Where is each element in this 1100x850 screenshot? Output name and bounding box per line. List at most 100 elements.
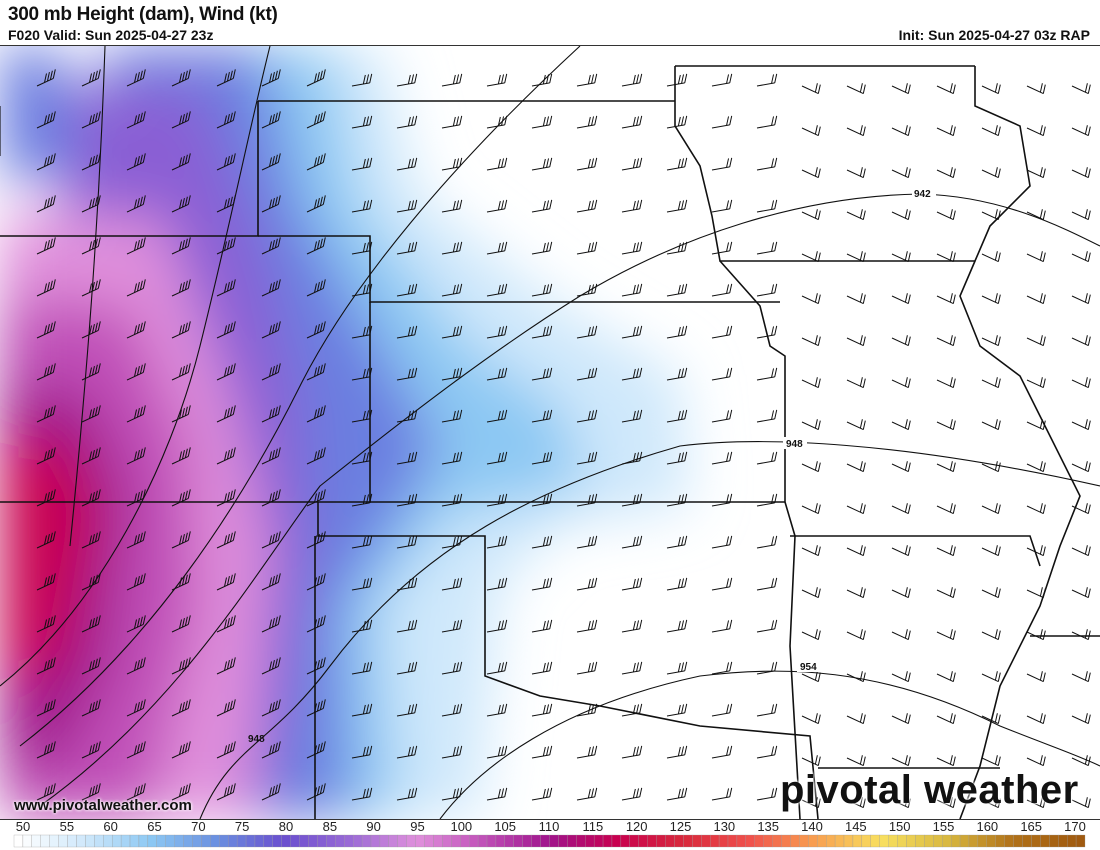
wind-barb (936, 125, 956, 137)
colorbar-swatch (192, 834, 202, 848)
wind-barb (1071, 83, 1091, 95)
wind-barb (801, 629, 821, 641)
wind-barb (846, 83, 866, 95)
wind-barb (531, 493, 553, 507)
wind-barb (666, 409, 688, 423)
wind-barb (576, 745, 598, 759)
wind-barb (396, 577, 418, 591)
wind-barb (666, 367, 688, 381)
colorbar-swatch (674, 834, 684, 848)
colorbar-swatch (915, 834, 925, 848)
wind-barb (531, 745, 553, 759)
wind-barb (396, 535, 418, 549)
weather-map[interactable]: 942 948 948 954 (0, 45, 1100, 820)
colorbar-swatch (138, 834, 149, 848)
colorbar-swatch (710, 834, 720, 848)
wind-barb (351, 745, 373, 759)
wind-barb (216, 363, 236, 381)
wind-barb (576, 367, 598, 381)
wind-barb (36, 489, 56, 507)
wind-barb (801, 797, 821, 809)
wind-barb (126, 195, 146, 213)
wind-barb (126, 237, 146, 255)
colorbar-swatch (469, 834, 479, 848)
wind-barb (621, 157, 643, 171)
wind-barb (621, 283, 643, 297)
wind-barb (261, 363, 281, 381)
wind-barb (396, 409, 418, 423)
colorbar-swatch (120, 834, 131, 848)
wind-barb (126, 783, 146, 801)
wind-barb (666, 325, 688, 339)
wind-barb (531, 577, 553, 591)
colorbar-swatch (558, 834, 568, 848)
colorbar-tick-label: 110 (539, 819, 560, 834)
wind-barb (81, 279, 101, 297)
wind-barb (216, 657, 236, 675)
colorbar-swatch (522, 834, 532, 848)
height-contours (0, 46, 1100, 819)
colorbar-tick-label: 160 (976, 819, 998, 834)
wind-barb (981, 83, 1001, 95)
wind-barb (351, 535, 373, 549)
wind-barb (621, 577, 643, 591)
wind-barb (936, 503, 956, 515)
wind-barb (756, 493, 778, 507)
colorbar-tick-label: 155 (933, 819, 955, 834)
wind-barb (171, 321, 191, 339)
map-title: 300 mb Height (dam), Wind (kt) (8, 4, 278, 25)
wind-barb (801, 335, 821, 347)
colorbar-swatch (790, 834, 800, 848)
wind-barb (576, 451, 598, 465)
colorbar-swatch (201, 834, 211, 848)
wind-barb (36, 279, 56, 297)
contour-label: 954 (800, 662, 817, 673)
wind-barb (171, 279, 191, 297)
wind-barb (936, 293, 956, 305)
wind-barb (441, 241, 463, 255)
colorbar-tick-label: 55 (60, 819, 74, 834)
wind-barb (621, 787, 643, 801)
colorbar-swatch (397, 834, 407, 848)
wind-barb (81, 783, 101, 801)
wind-barb (621, 493, 643, 507)
wind-barb (711, 577, 733, 591)
colorbar-swatch (388, 834, 398, 848)
wind-barb (36, 237, 56, 255)
wind-barb (216, 741, 236, 759)
wind-barb (36, 573, 56, 591)
wind-barb (936, 335, 956, 347)
wind-barb (981, 125, 1001, 137)
wind-barb (171, 573, 191, 591)
wind-barb (261, 195, 281, 213)
wind-barb (441, 745, 463, 759)
wind-barb (126, 615, 146, 633)
colorbar-swatch (76, 834, 86, 848)
wind-barb (486, 241, 508, 255)
wind-barb (576, 661, 598, 675)
wind-barb (351, 451, 373, 465)
colorbar-swatch (763, 834, 773, 848)
wind-barb (621, 115, 643, 129)
wind-barb (306, 447, 326, 465)
colorbar-swatch (995, 834, 1005, 848)
wind-barb (801, 209, 821, 221)
wind-barb (621, 325, 643, 339)
wind-barb (756, 451, 778, 465)
colorbar-swatch (1049, 834, 1059, 848)
wind-barb (171, 741, 191, 759)
wind-barb (801, 671, 821, 683)
colorbar-swatch (567, 834, 577, 848)
wind-barb (1026, 671, 1046, 683)
wind-barb (351, 199, 373, 213)
wind-barb (711, 619, 733, 633)
wind-barb (306, 321, 326, 339)
colorbar-swatch (959, 834, 970, 848)
colorbar-swatch (415, 834, 425, 848)
wind-barb (351, 661, 373, 675)
wind-barb (846, 671, 866, 683)
wind-barb (1071, 335, 1091, 347)
pivotal-weather-logo: pivotal weather (780, 768, 1079, 812)
wind-barb (261, 531, 281, 549)
colorbar-swatch (826, 834, 836, 848)
